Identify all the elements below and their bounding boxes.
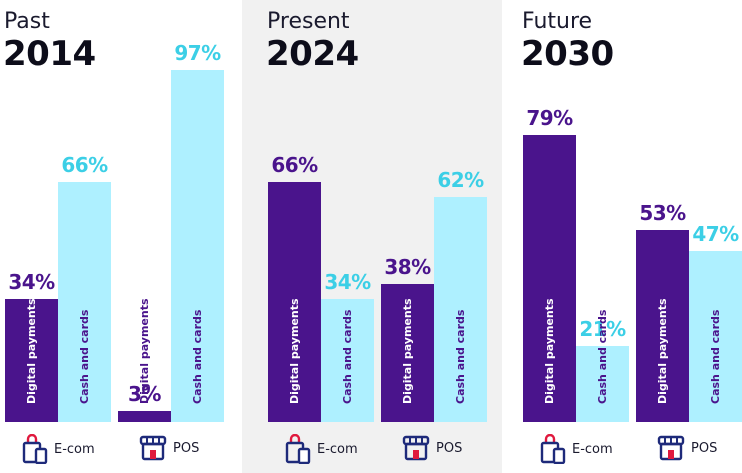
- legend-label: E-com: [572, 441, 613, 457]
- shopping-bag-phone-icon: [22, 434, 48, 464]
- period-label: Present: [267, 9, 350, 34]
- year-title: 2030: [521, 34, 614, 74]
- chart-panel-2024: Present 2024 66% Digital payments 34% Cash an…: [242, 0, 502, 473]
- shopping-bag-phone-icon: [285, 434, 311, 464]
- legend-item-ecom: E-com: [22, 434, 95, 464]
- value-label: 21%: [579, 316, 626, 341]
- digital-bar-pos: [118, 411, 171, 422]
- legend-item-ecom: E-com: [285, 434, 358, 464]
- cash-bar-pos: [171, 69, 224, 422]
- value-label: 66%: [271, 153, 318, 178]
- legend-label: POS: [436, 440, 463, 456]
- bar-series-label: Cash and cards: [190, 309, 204, 404]
- bar-series-label: Digital payments: [137, 298, 151, 404]
- storefront-icon: [657, 434, 685, 462]
- legend-label: POS: [173, 440, 200, 456]
- legend-label: POS: [691, 440, 718, 456]
- year-title: 2024: [266, 34, 359, 74]
- bar-series-label: Cash and cards: [595, 309, 609, 404]
- digital-bar-pos: [381, 284, 434, 422]
- bar-series-label: Digital payments: [655, 298, 669, 404]
- period-label: Past: [4, 9, 50, 34]
- cash-bar-pos: [434, 196, 487, 422]
- value-label: 66%: [61, 153, 108, 178]
- cash-bar-ecom: [321, 298, 374, 422]
- value-label: 47%: [692, 222, 739, 247]
- bar-series-label: Digital payments: [287, 298, 301, 404]
- digital-bar-pos: [636, 229, 689, 422]
- bar-series-label: Cash and cards: [340, 309, 354, 404]
- cash-bar-pos: [689, 251, 742, 422]
- legend-item-ecom: E-com: [540, 434, 613, 464]
- period-label: Future: [522, 9, 593, 34]
- bar-series-label: Digital payments: [542, 298, 556, 404]
- value-label: 38%: [384, 255, 431, 280]
- storefront-icon: [139, 434, 167, 462]
- bar-series-label: Digital payments: [400, 298, 414, 404]
- legend-label: E-com: [54, 441, 95, 457]
- digital-bar-ecom: [268, 182, 321, 422]
- cash-bar-ecom: [58, 182, 111, 422]
- legend-item-pos: POS: [402, 434, 462, 462]
- value-label: 34%: [324, 269, 371, 294]
- value-label: 3%: [128, 382, 161, 407]
- digital-bar-ecom: [523, 135, 576, 422]
- cash-bar-ecom: [576, 345, 629, 422]
- shopping-bag-phone-icon: [540, 434, 566, 464]
- chart-panel-2014: Past 2014 34% Digital payments 66% Cash and c…: [0, 0, 242, 473]
- bar-series-label: Cash and cards: [708, 309, 722, 404]
- value-label: 62%: [437, 167, 484, 192]
- digital-bar-ecom: [5, 298, 58, 422]
- bar-series-label: Digital payments: [24, 298, 38, 404]
- chart-panel-2030: Future 2030 79% Digital payments 21% Cash and…: [502, 0, 742, 473]
- bar-series-label: Cash and cards: [77, 309, 91, 404]
- value-label: 79%: [526, 106, 573, 131]
- legend-item-pos: POS: [139, 434, 199, 462]
- value-label: 97%: [174, 40, 221, 65]
- value-label: 53%: [639, 200, 686, 225]
- storefront-icon: [402, 434, 430, 462]
- year-title: 2014: [3, 34, 96, 74]
- value-label: 34%: [8, 269, 55, 294]
- bar-series-label: Cash and cards: [453, 309, 467, 404]
- legend-item-pos: POS: [657, 434, 717, 462]
- legend-label: E-com: [317, 441, 358, 457]
